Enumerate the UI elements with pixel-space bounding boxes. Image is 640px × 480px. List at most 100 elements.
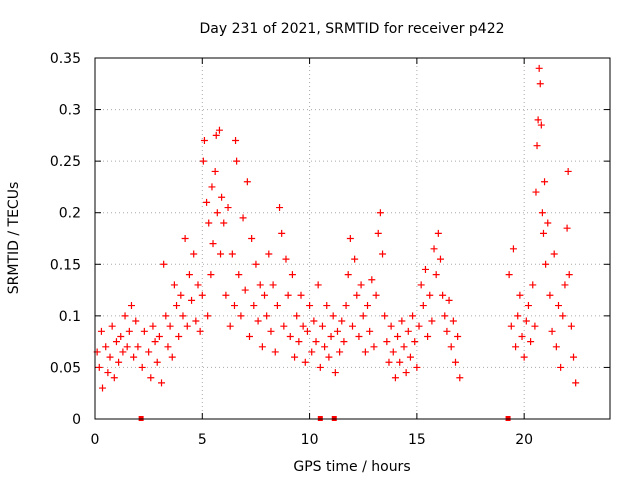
data-point (355, 332, 363, 340)
data-point (316, 363, 324, 371)
data-point (441, 312, 449, 320)
data-point (349, 322, 356, 330)
y-tick-label: 0.35 (50, 51, 81, 67)
data-point (188, 296, 196, 304)
data-point (445, 296, 453, 304)
data-point (194, 281, 202, 289)
x-tick-label: 15 (408, 432, 426, 448)
data-point (327, 332, 335, 340)
data-point (396, 358, 404, 366)
data-point (338, 317, 346, 325)
data-point (200, 137, 208, 145)
data-point (117, 332, 125, 340)
data-point (376, 209, 384, 217)
data-point (557, 363, 565, 371)
data-point (151, 338, 159, 346)
data-point (518, 332, 526, 340)
data-point (419, 302, 427, 310)
data-point (106, 353, 114, 361)
data-point (443, 327, 451, 335)
data-point (205, 219, 213, 227)
data-point (119, 348, 127, 356)
data-point (99, 384, 107, 392)
data-point (153, 358, 161, 366)
data-point (217, 250, 225, 258)
data-point (432, 271, 440, 279)
data-point (233, 157, 241, 165)
data-point (415, 322, 423, 330)
data-point (351, 255, 359, 263)
data-point (452, 358, 459, 366)
data-point (509, 245, 517, 253)
data-point (222, 291, 230, 299)
data-point (239, 214, 247, 222)
data-points (93, 64, 580, 392)
data-point (112, 338, 120, 346)
data-point (108, 322, 116, 330)
data-point (370, 343, 378, 351)
data-point (552, 343, 560, 351)
data-point (505, 271, 513, 279)
data-point (456, 374, 464, 382)
data-point (97, 327, 105, 335)
data-point (561, 281, 569, 289)
data-point (254, 317, 262, 325)
data-point (258, 343, 266, 351)
data-point (160, 260, 168, 268)
data-point (265, 250, 273, 258)
data-point (447, 343, 455, 351)
y-axis-label: SRMTID / TECUs (6, 182, 22, 295)
data-point (291, 353, 299, 361)
data-point (449, 317, 457, 325)
data-point (374, 229, 382, 237)
x-tick-label: 5 (198, 432, 207, 448)
data-point (368, 276, 376, 284)
data-point (312, 338, 320, 346)
data-point (564, 167, 572, 175)
data-point (548, 327, 556, 335)
data-point (226, 322, 234, 330)
data-point (381, 312, 389, 320)
data-point (132, 317, 140, 325)
data-point (230, 302, 238, 310)
x-tick-label: 20 (515, 432, 533, 448)
data-point (224, 204, 232, 212)
data-point (516, 291, 524, 299)
data-point (280, 322, 288, 330)
data-point (198, 291, 206, 299)
data-point (439, 291, 447, 299)
data-point (434, 229, 442, 237)
chart-title: Day 231 of 2021, SRMTID for receiver p42… (199, 21, 504, 37)
data-point (263, 312, 271, 320)
data-point (179, 312, 187, 320)
data-point (237, 312, 245, 320)
data-point (379, 250, 387, 258)
data-point (436, 255, 444, 263)
data-point (323, 302, 331, 310)
data-point (344, 271, 352, 279)
data-point (426, 291, 434, 299)
data-point (269, 281, 277, 289)
data-point (413, 363, 421, 371)
data-point (570, 353, 578, 361)
data-point (235, 271, 243, 279)
data-point (361, 348, 369, 356)
data-point (252, 260, 260, 268)
data-point (207, 271, 215, 279)
data-point (295, 338, 303, 346)
data-point (250, 302, 258, 310)
data-point (555, 302, 562, 310)
data-point (170, 281, 178, 289)
data-point (125, 327, 133, 335)
data-point (572, 379, 580, 387)
data-point (164, 343, 172, 351)
data-point (531, 322, 539, 330)
data-point (166, 322, 174, 330)
data-point (535, 64, 543, 72)
y-tick-label: 0.1 (59, 309, 81, 325)
data-point (134, 343, 142, 351)
data-point (271, 348, 279, 356)
data-point (544, 219, 552, 227)
data-point (340, 338, 348, 346)
